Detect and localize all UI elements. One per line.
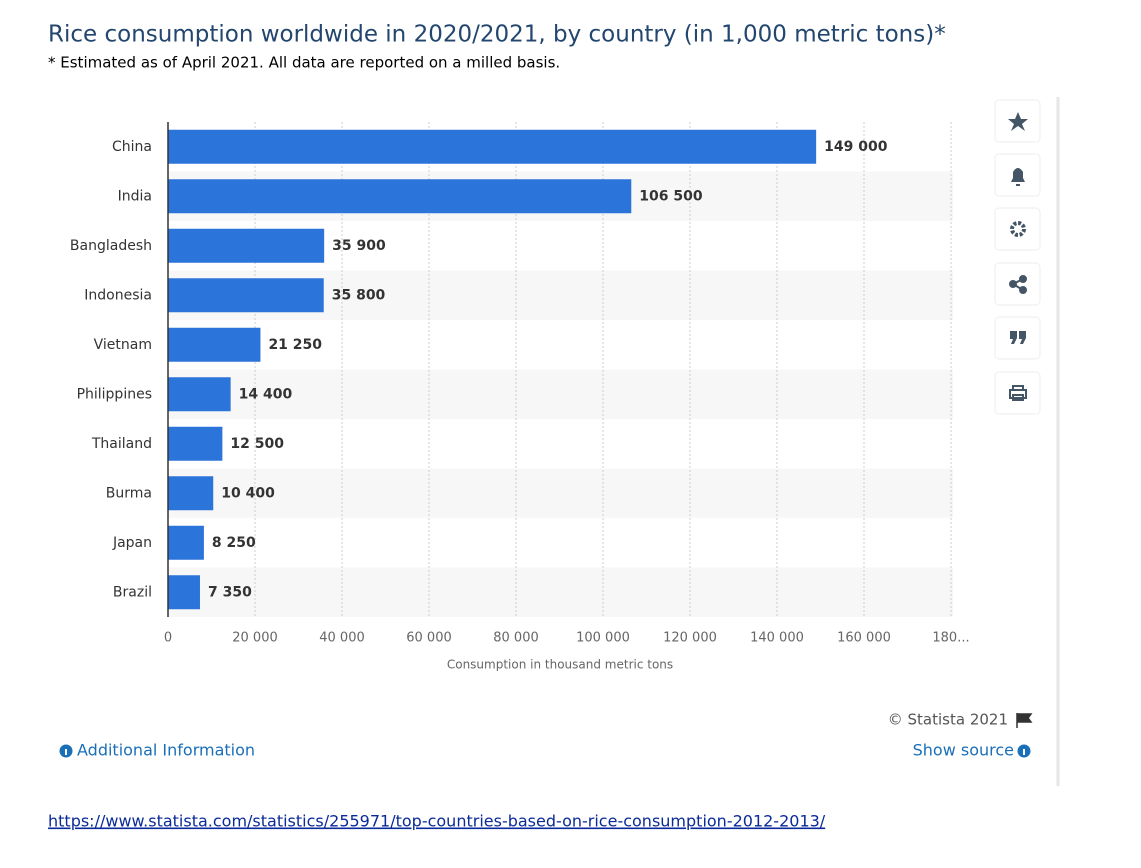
x-tick-label: 80 000 (493, 631, 539, 646)
x-tick-label: 120 000 (663, 631, 717, 646)
x-tick-label: 20 000 (232, 631, 278, 646)
settings-button[interactable] (994, 207, 1041, 251)
row-stripe (168, 468, 953, 518)
y-tick-label: Bangladesh (70, 238, 152, 254)
value-label: 12 500 (230, 436, 284, 452)
info-icon-mark (1023, 749, 1025, 755)
bar (168, 525, 204, 560)
row-stripe (168, 567, 953, 617)
y-tick-label: Brazil (113, 584, 152, 600)
y-tick-label: Indonesia (84, 287, 152, 303)
y-tick-label: Thailand (91, 436, 152, 452)
value-label: 21 250 (268, 337, 322, 353)
bar (168, 179, 632, 214)
y-tick-label: Vietnam (94, 337, 152, 353)
bell-icon (1011, 168, 1025, 186)
flag-icon (1016, 713, 1033, 728)
y-tick-label: Burma (106, 485, 152, 501)
chart-title: Rice consumption worldwide in 2020/2021,… (48, 22, 946, 48)
print-icon (1009, 385, 1027, 401)
y-tick-label: Japan (112, 535, 152, 551)
additional-info-link[interactable]: Additional Information (77, 741, 255, 760)
bar (168, 327, 261, 362)
source-url[interactable]: https://www.statista.com/statistics/2559… (48, 812, 826, 831)
share-icon (1009, 275, 1027, 294)
value-label: 35 800 (332, 287, 386, 303)
value-label: 14 400 (239, 386, 293, 402)
y-tick-label: China (112, 139, 152, 155)
value-label: 106 500 (639, 188, 703, 204)
x-axis-label: Consumption in thousand metric tons (447, 658, 673, 672)
value-label: 8 250 (212, 535, 256, 551)
cite-button[interactable] (994, 316, 1041, 360)
row-stripe (168, 369, 953, 419)
y-tick-label: Philippines (77, 386, 152, 402)
print-button[interactable] (994, 371, 1041, 415)
quote-icon (1010, 331, 1026, 344)
x-tick-label: 0 (164, 631, 172, 646)
x-tick-label: 180... (932, 631, 969, 646)
share-button[interactable] (994, 262, 1041, 306)
info-icon-mark (65, 749, 67, 755)
value-label: 10 400 (221, 485, 275, 501)
x-tick-label: 160 000 (837, 631, 891, 646)
star-icon (1008, 112, 1028, 131)
bar (168, 228, 325, 263)
x-tick-label: 100 000 (576, 631, 630, 646)
value-label: 149 000 (824, 139, 888, 155)
bar (168, 575, 200, 610)
chart-subtitle: * Estimated as of April 2021. All data a… (48, 54, 560, 72)
gear-icon (1010, 221, 1026, 237)
x-tick-label: 140 000 (750, 631, 804, 646)
show-source-link[interactable]: Show source (913, 741, 1014, 760)
bar (168, 377, 231, 412)
bar (168, 426, 223, 461)
value-label: 35 900 (332, 238, 386, 254)
toolbar (994, 99, 1041, 415)
bar (168, 476, 214, 511)
y-tick-label: India (118, 188, 152, 204)
x-tick-label: 60 000 (406, 631, 452, 646)
bar (168, 129, 817, 164)
bar (168, 278, 324, 313)
x-tick-label: 40 000 (319, 631, 365, 646)
copyright: © Statista 2021 (888, 711, 1008, 729)
plot-area: 0 20 000 40 000 60 000 80 000 100 000 120 000 1… (70, 122, 970, 646)
value-label: 7 350 (208, 584, 252, 600)
